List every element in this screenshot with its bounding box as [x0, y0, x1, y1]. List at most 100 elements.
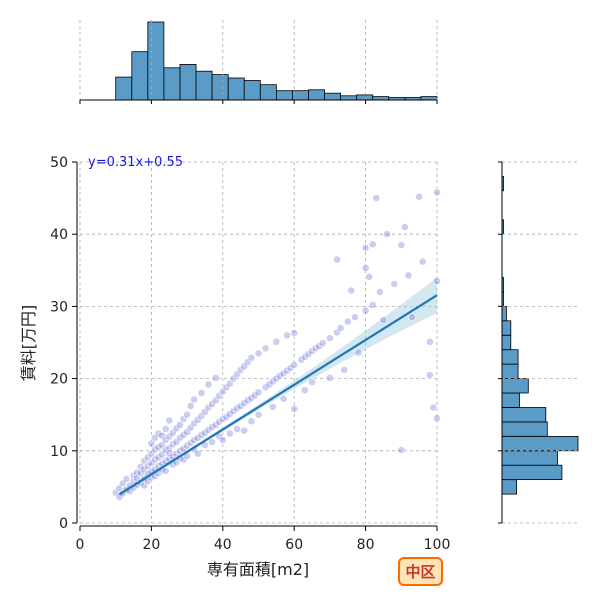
scatter-point [290, 404, 299, 413]
scatter-point [425, 371, 434, 379]
top-hist-bar [372, 96, 390, 101]
x-tick-label: 40 [214, 537, 232, 553]
right-hist-bar [501, 435, 579, 452]
scatter-point [347, 286, 356, 295]
district-badge-label: 中区 [405, 563, 435, 581]
right-hist-bar [501, 305, 507, 322]
scatter-point [368, 240, 377, 249]
scatter-point [272, 337, 281, 346]
top-hist-bar [211, 74, 229, 101]
scatter-point [218, 436, 227, 444]
y-tick-label: 0 [59, 516, 68, 532]
y-tick-label: 40 [50, 227, 68, 243]
scatter-point [333, 255, 341, 264]
scatter-point [161, 425, 170, 433]
scatter-point [161, 467, 170, 475]
top-hist-bar [195, 70, 213, 101]
scatter-point [290, 329, 299, 337]
confidence-band-area [119, 277, 438, 499]
scatter-point [340, 365, 349, 374]
scatter-point [208, 438, 216, 446]
right-hist-bar [501, 320, 512, 336]
x-tick-label: 60 [285, 537, 303, 553]
top-hist-bar [420, 96, 438, 101]
main-axes: 0 20 40 60 80 100 0 10 20 30 40 50 [50, 155, 450, 553]
scatter-point [404, 271, 413, 280]
regression-equation: y=0.31x+0.55 [88, 155, 183, 170]
scatter-point [375, 288, 384, 296]
scatter-point [211, 373, 220, 382]
scatter-point [254, 388, 263, 397]
top-hist-bar [324, 92, 342, 101]
y-axis-label: 賃料[万円] [19, 305, 38, 382]
scatter-point [343, 317, 352, 326]
top-marginal-histogram [79, 20, 438, 104]
scatter-point [300, 386, 309, 395]
scatter-point [429, 403, 438, 412]
scatter-point [186, 402, 195, 410]
x-tick-label: 20 [142, 537, 160, 553]
scatter-point [268, 402, 277, 411]
top-hist-bar [131, 51, 149, 101]
y-tick-label: 10 [50, 444, 68, 460]
scatter-point [318, 339, 327, 348]
top-hist-bar [163, 67, 181, 101]
scatter-point [325, 334, 334, 343]
district-badge: 中区 [398, 557, 443, 586]
x-tick-label: 80 [357, 537, 375, 553]
scatter-point [308, 378, 316, 387]
top-hist-bar [291, 90, 309, 101]
top-hist-bar [179, 64, 197, 101]
top-hist-bar [259, 84, 277, 101]
top-hist-bar [308, 89, 326, 101]
scatter-point [197, 389, 206, 397]
scatter-point [408, 313, 416, 322]
scatter-point [283, 331, 291, 340]
scatter-point [418, 257, 427, 266]
right-hist-bar [501, 349, 519, 365]
x-axis-label: 専有面積[m2] [207, 560, 309, 579]
scatter-point [433, 277, 441, 285]
right-hist-bar [501, 464, 563, 481]
top-hist-bar [227, 77, 245, 101]
regression-line [118, 294, 438, 496]
right-hist-bar [501, 421, 548, 437]
scatter-point [433, 414, 441, 423]
scatter-point [154, 429, 163, 438]
x-tick-label: 100 [424, 537, 451, 553]
scatter-point [397, 446, 406, 454]
top-hist-bar [243, 80, 261, 101]
scatter-point [193, 449, 202, 458]
scatter-points [111, 188, 441, 501]
y-tick-label: 50 [50, 155, 68, 171]
right-hist-bar [501, 378, 529, 394]
scatter-point [176, 420, 184, 429]
regression-line-path [118, 294, 438, 496]
top-hist-bar [115, 76, 133, 101]
scatter-point [290, 360, 299, 369]
scatter-point [190, 395, 199, 404]
right-hist-bar [501, 407, 547, 423]
scatter-point [325, 373, 334, 382]
right-hist-bar [501, 334, 512, 351]
top-hist-bar [340, 95, 358, 101]
scatter-point [261, 344, 270, 353]
scatter-point [254, 349, 263, 358]
main-grid [79, 161, 438, 524]
scatter-point [361, 306, 370, 315]
scatter-point [225, 429, 234, 438]
scatter-point [365, 272, 374, 281]
scatter-point [400, 223, 409, 231]
scatter-point [390, 280, 399, 288]
scatter-point [247, 417, 256, 426]
scatter-point [147, 439, 156, 448]
scatter-point [165, 416, 174, 425]
scatter-point [433, 188, 441, 197]
scatter-point [350, 313, 359, 322]
y-tick-label: 20 [50, 372, 68, 388]
scatter-point [361, 243, 370, 252]
scatter-point [397, 241, 406, 249]
scatter-point [368, 301, 377, 309]
